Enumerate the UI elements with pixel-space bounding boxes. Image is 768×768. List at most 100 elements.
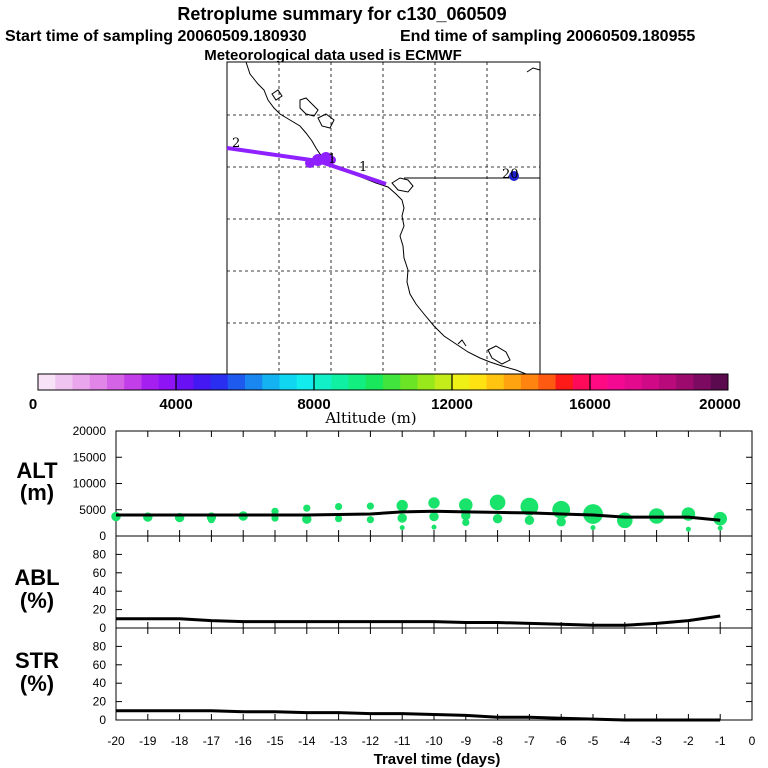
x-tick-label: -10 [425,734,443,748]
colorbar-swatch [572,374,591,390]
x-tick-label: -17 [203,734,221,748]
plume-cluster-point [520,497,539,516]
colorbar-swatch [486,374,505,390]
map-point-label: 1 [328,152,336,167]
plume-cluster-point [271,507,279,515]
x-tick-label: -5 [588,734,599,748]
colorbar-swatch [141,374,160,390]
colorbar-swatch [434,374,453,390]
colorbar-swatch [452,374,470,390]
plume-cluster-point [335,503,343,511]
y-tick-label: 20 [93,603,107,617]
x-tick-label: -11 [394,734,411,748]
colorbar-tick: 8000 [297,396,330,413]
y-tick-label: 15000 [73,450,107,464]
x-tick-label: -2 [683,734,694,748]
plume-cluster-point [590,525,596,531]
colorbar-tick: 4000 [159,396,192,413]
y-tick-label: 5000 [79,503,106,517]
colorbar-tick: 16000 [569,396,611,413]
x-tick-label: -18 [171,734,189,748]
colorbar-swatch [417,374,436,390]
y-tick-label: 0 [99,529,106,543]
x-tick-label: -20 [107,734,125,748]
colorbar-swatch [710,374,729,390]
y-tick-label: 60 [93,658,107,672]
plume-cluster-point [462,518,470,527]
colorbar-swatch [400,374,418,390]
met-data-label: Meteorological data used is ECMWF [204,47,462,64]
plume-cluster-point [459,498,473,512]
panel-frame [115,627,753,721]
colorbar-swatch [227,374,246,390]
far-plume-dot [509,171,519,181]
colorbar-swatch [538,374,556,390]
colorbar-swatch [331,374,349,390]
x-tick-label: -19 [139,734,157,748]
trajectory-segment-east [317,159,387,186]
colorbar-label: Altitude (m) [324,409,416,427]
str-panel-unit: (%) [20,671,54,696]
altitude-colorbar [37,373,729,391]
plume-cluster-point [492,514,503,524]
plume-cluster-point [396,499,408,512]
colorbar-swatch [383,374,401,390]
end-time-label: End time of sampling 20060509.180955 [400,28,695,45]
x-axis-label: Travel time (days) [374,751,501,768]
colorbar-swatch [72,374,91,390]
y-tick-label: 40 [93,676,107,690]
colorbar-swatch [279,374,298,390]
y-tick-label: 40 [93,584,107,598]
colorbar-swatch [296,374,315,390]
mean-altitude-line [116,509,721,522]
colorbar-tick-labels: 0 4000 8000 12000 16000 20000 [29,396,741,413]
plume-cluster-point [431,524,437,530]
y-tick-label: 80 [93,547,107,561]
map-frame [226,61,541,375]
str-panel-label: STR [15,648,59,673]
plume-cluster-point [617,512,633,529]
colorbar-swatch [659,374,677,390]
y-tick-label: 20 [93,695,107,709]
plume-cluster-point [397,513,407,523]
colorbar-swatch [676,374,694,390]
plume-cluster-point [713,511,727,526]
plume-cluster-point [552,500,571,519]
colorbar-swatch [641,374,660,390]
colorbar-swatch [521,374,539,390]
alt-panel-label: ALT [16,458,58,483]
colorbar-swatch [38,374,56,390]
x-tick-label: -13 [330,734,348,748]
plume-cluster-point [302,514,312,524]
colorbar-swatch [469,374,487,390]
plume-cluster-point [366,516,374,524]
abl-line [116,614,721,627]
x-tick-label: -7 [524,734,535,748]
x-tick-label: -9 [460,734,471,748]
colorbar-swatch [55,374,73,390]
colorbar-swatch [503,374,522,390]
colorbar-frame [37,373,729,391]
colorbar-swatch [107,374,125,390]
plume-dot [328,156,336,164]
colorbar-swatch [89,374,108,390]
colorbar-swatch [693,374,712,390]
colorbar-tick: 0 [29,396,37,413]
figure-title: Retroplume summary for c130_060509 [177,4,506,24]
colorbar-tick: 12000 [431,396,473,413]
colorbar-swatch [210,374,229,390]
x-tick-label: -12 [362,734,380,748]
colorbar-swatch [124,374,142,390]
colorbar-swatch [348,374,367,390]
abl-panel-label: ABL [14,565,59,590]
x-tick-label: -4 [619,734,630,748]
map-point-label: 1 [359,160,367,175]
colorbar-tick: 20000 [699,396,741,413]
map-point-label: 20 [502,167,519,182]
abl-panel: 0 20 40 60 80 [93,535,753,635]
panel-frame [115,535,753,629]
colorbar-swatch [245,374,263,390]
colorbar-swatch [314,374,332,390]
plume-cluster-point [685,526,691,532]
